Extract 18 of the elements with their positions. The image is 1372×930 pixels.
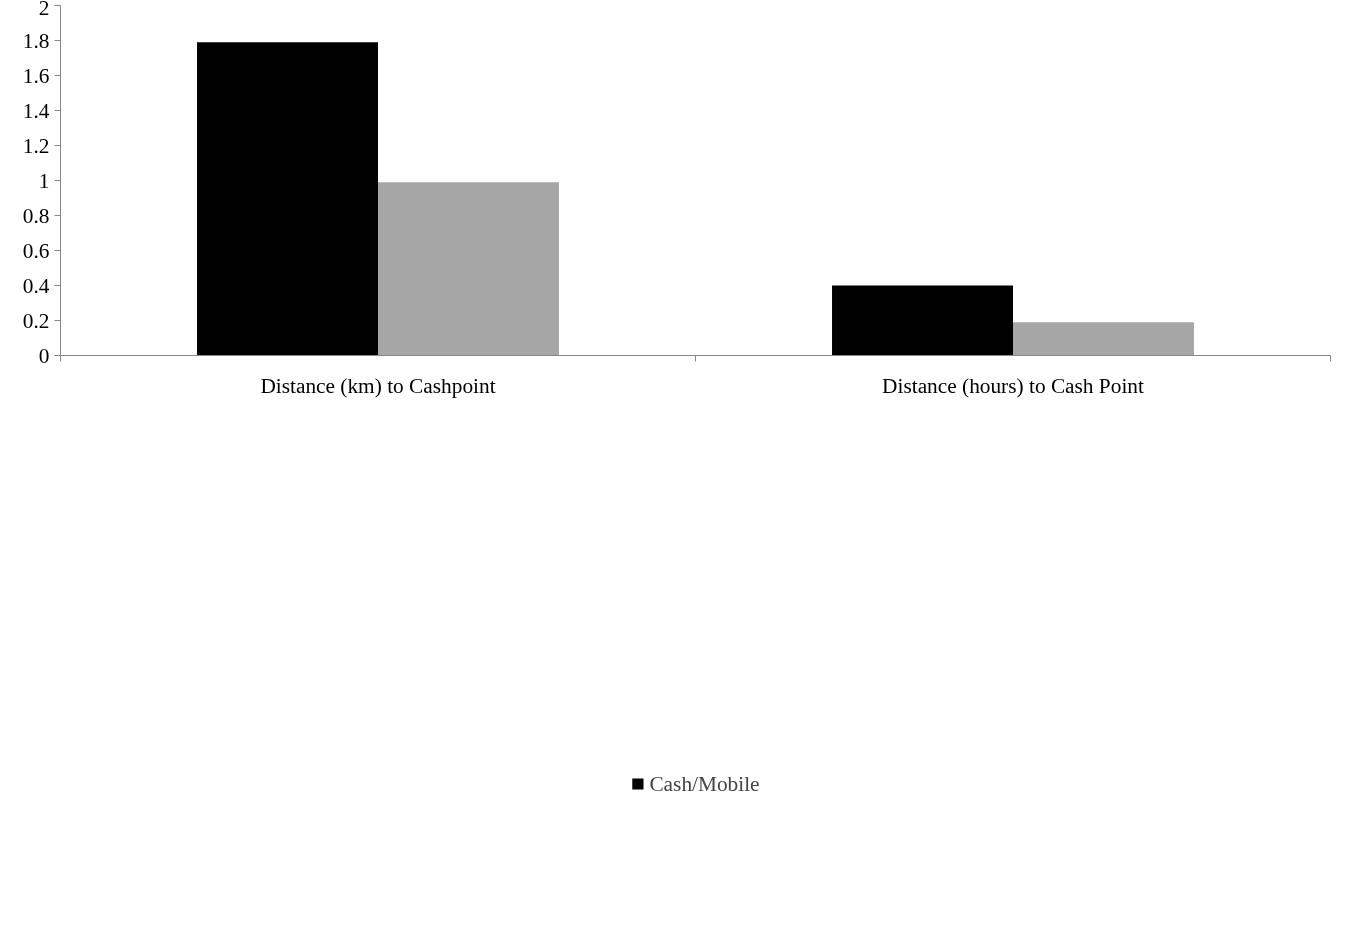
y-tick-label: 1.2 xyxy=(22,133,50,158)
legend-label: Cash/Mobile xyxy=(649,771,760,797)
bar xyxy=(1013,322,1194,356)
y-tick-label: 2 xyxy=(38,0,50,20)
y-tick-label: 1.4 xyxy=(22,98,50,123)
y-tick-label: 1.8 xyxy=(22,28,50,53)
y-tick-label: 0 xyxy=(38,343,50,368)
y-tick-label: 1 xyxy=(38,168,50,193)
x-tick-label: Distance (km) to Cashpoint xyxy=(260,373,496,398)
bar xyxy=(378,182,559,356)
y-tick-label: 1.6 xyxy=(22,63,50,88)
x-tick-label: Distance (hours) to Cash Point xyxy=(882,373,1144,398)
y-tick-label: 0.4 xyxy=(22,273,50,298)
y-tick-label: 0.8 xyxy=(22,203,50,228)
bar xyxy=(832,285,1013,356)
y-tick-label: 0.6 xyxy=(22,238,50,263)
bar xyxy=(197,42,378,356)
y-tick-label: 0.2 xyxy=(22,308,50,333)
